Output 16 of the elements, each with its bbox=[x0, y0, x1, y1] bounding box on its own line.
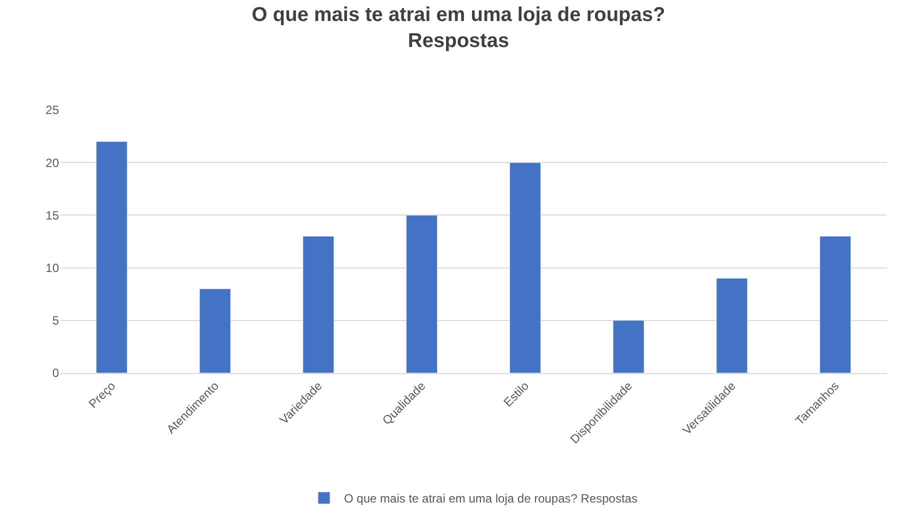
bar bbox=[509, 162, 541, 373]
y-tick-label: 10 bbox=[46, 261, 60, 275]
y-tick-label: 25 bbox=[46, 103, 60, 118]
bar bbox=[716, 278, 748, 373]
bar bbox=[199, 288, 231, 373]
y-tick-label: 0 bbox=[52, 366, 60, 380]
y-tick-label: 20 bbox=[46, 156, 60, 170]
y-tick-label: 5 bbox=[52, 314, 60, 328]
bar bbox=[302, 236, 334, 373]
bar bbox=[612, 320, 644, 373]
chart-title: O que mais te atrai em uma loja de roupas? Respostas bbox=[252, 4, 666, 52]
legend-label: O que mais te atrai em uma loja de roupas? Respostas bbox=[344, 492, 638, 506]
bar bbox=[96, 141, 128, 373]
y-tick-label: 15 bbox=[46, 208, 60, 222]
bar bbox=[820, 236, 852, 373]
bar bbox=[406, 214, 438, 373]
